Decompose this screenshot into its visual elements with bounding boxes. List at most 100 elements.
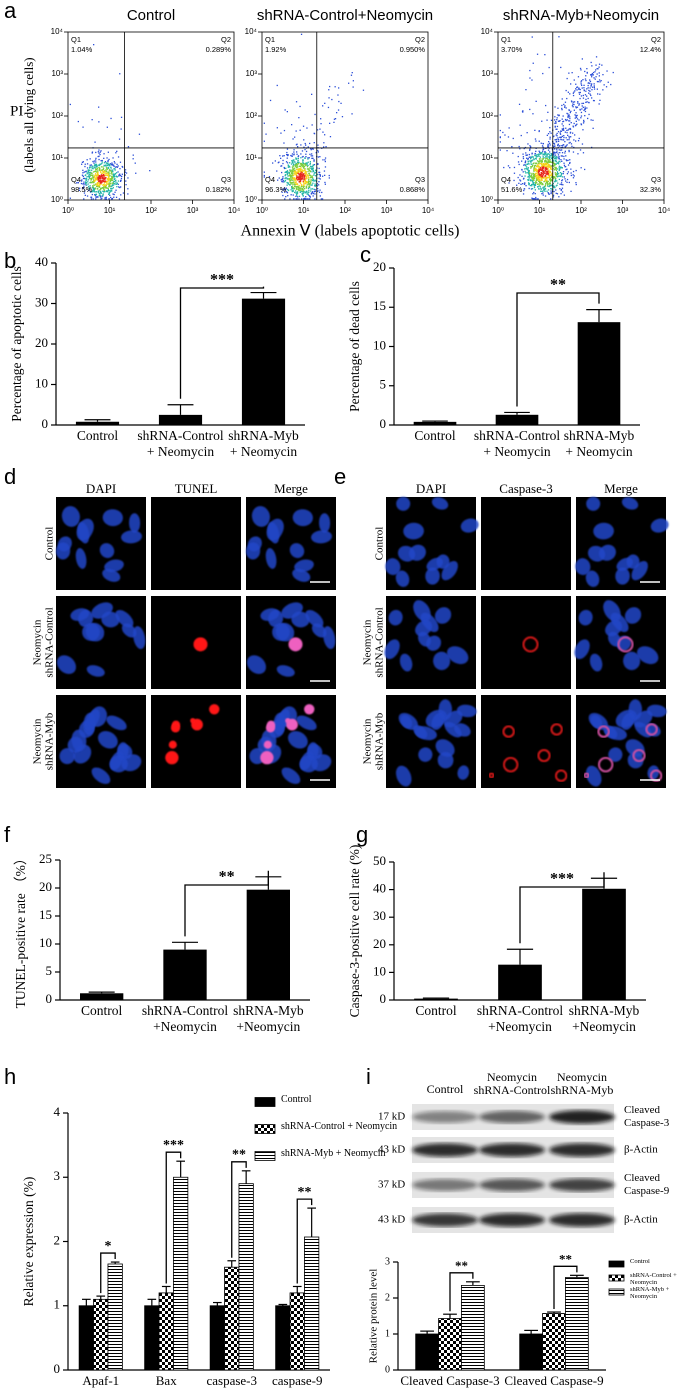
event-dot <box>96 172 99 174</box>
event-dot <box>593 86 595 88</box>
event-dot <box>521 169 523 171</box>
event-dot <box>554 148 556 150</box>
event-dot <box>572 92 574 94</box>
event-dot <box>573 109 575 111</box>
event-dot <box>121 173 123 175</box>
event-dot <box>567 113 569 115</box>
event-dot <box>584 168 586 171</box>
event-dot <box>561 187 564 189</box>
event-dot <box>578 93 581 95</box>
event-dot <box>305 186 307 188</box>
event-dot <box>79 187 81 189</box>
y-tick-label: 50 <box>373 853 386 868</box>
event-dot <box>573 139 575 141</box>
event-dot <box>310 193 313 195</box>
event-dot <box>93 160 95 162</box>
event-dot <box>544 179 546 181</box>
event-dot <box>554 164 556 166</box>
legend-label: shRNA-Myb + Neomycin <box>281 1149 386 1159</box>
event-dot <box>544 147 546 149</box>
event-dot <box>97 174 99 177</box>
event-dot <box>285 167 287 169</box>
x-tick-label: 10⁰ <box>492 206 504 215</box>
event-dot <box>543 171 545 173</box>
nucleus <box>431 712 445 730</box>
event-dot <box>299 105 301 108</box>
event-dot <box>101 181 103 183</box>
event-dot <box>560 149 562 151</box>
event-dot <box>108 185 110 187</box>
event-dot <box>84 183 86 185</box>
event-dot <box>547 163 549 165</box>
event-dot <box>106 167 108 169</box>
event-dot <box>105 187 107 189</box>
event-dot <box>318 167 320 170</box>
x-tick-label: 10² <box>339 206 351 215</box>
event-dot <box>107 179 109 182</box>
nucleus <box>276 665 295 677</box>
y-tick-label: 40 <box>373 881 386 896</box>
event-dot <box>82 187 84 189</box>
event-dot <box>322 159 324 161</box>
event-dot <box>562 173 564 175</box>
event-dot <box>98 180 100 182</box>
event-dot <box>84 190 86 192</box>
event-dot <box>311 157 313 159</box>
event-dot <box>556 184 558 186</box>
event-dot <box>294 169 296 171</box>
event-dot <box>535 174 537 176</box>
event-dot <box>98 106 100 108</box>
event-dot <box>538 161 541 163</box>
y-tick-label: 10⁰ <box>51 195 63 204</box>
event-dot <box>596 73 598 75</box>
event-dot <box>571 72 573 74</box>
event-dot <box>300 186 302 188</box>
event-dot <box>545 176 547 179</box>
event-dot <box>315 175 317 177</box>
event-dot <box>114 180 117 182</box>
event-dot <box>111 164 113 166</box>
event-dot <box>591 89 593 91</box>
legend-entry: Control <box>281 1095 312 1105</box>
event-dot <box>601 64 603 66</box>
event-dot <box>293 149 295 151</box>
event-dot <box>91 193 93 196</box>
red-signal <box>537 749 551 763</box>
event-dot <box>93 181 95 184</box>
x-tick-label: +Neomycin <box>572 1019 636 1034</box>
nucleus <box>431 497 449 510</box>
event-dot <box>584 70 586 73</box>
event-dot <box>317 149 319 152</box>
x-tick-label: shRNA-Myb <box>564 428 635 443</box>
y-tick-label: 4 <box>54 1104 61 1119</box>
event-dot <box>547 146 550 148</box>
event-dot <box>314 193 316 195</box>
event-dot <box>301 187 303 190</box>
event-dot <box>572 151 575 153</box>
event-dot <box>511 146 513 148</box>
event-dot <box>94 184 96 186</box>
event-dot <box>538 167 540 169</box>
event-dot <box>572 125 574 127</box>
event-dot <box>92 177 94 179</box>
event-dot <box>96 175 98 177</box>
event-dot <box>308 185 311 188</box>
event-dot <box>541 179 543 181</box>
event-dot <box>311 171 313 173</box>
event-dot <box>532 164 534 167</box>
event-dot <box>542 72 544 75</box>
event-dot <box>561 123 563 125</box>
event-dot <box>110 189 113 192</box>
event-dot <box>99 177 102 179</box>
event-dot <box>307 180 310 182</box>
event-dot <box>85 182 87 184</box>
event-dot <box>263 140 265 142</box>
event-dot <box>289 184 291 186</box>
event-dot <box>566 129 568 132</box>
event-dot <box>569 141 571 144</box>
event-dot <box>582 102 585 104</box>
red-signal <box>649 769 663 782</box>
bar <box>275 1305 291 1371</box>
event-dot <box>551 172 553 174</box>
event-dot <box>295 188 298 190</box>
